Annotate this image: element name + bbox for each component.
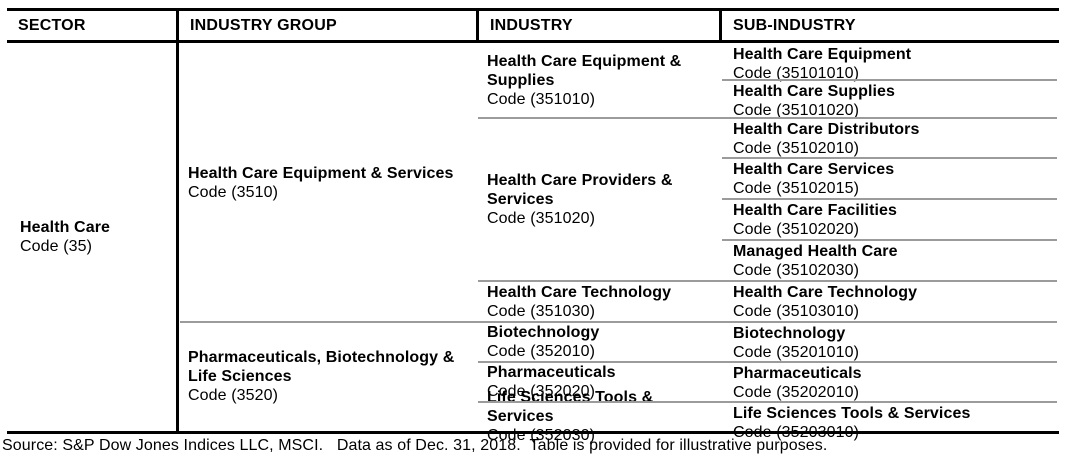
table-top-rule	[7, 8, 1059, 11]
sub-industry-cell-code: Code (35102015)	[733, 180, 860, 197]
sub-industry-cell-code: Code (35101020)	[733, 102, 860, 119]
sub-industry-cell: Health Care Technology Code (35103010)	[720, 281, 1059, 322]
body-divider-sector-group	[176, 43, 179, 431]
sub-industry-cell-code: Code (35102030)	[733, 262, 860, 279]
sub-industry-cell: Pharmaceuticals Code (35202010)	[720, 362, 1059, 402]
industry-cell: Biotechnology Code (352010)	[477, 322, 720, 362]
sub-industry-cell-code: Code (35101010)	[733, 65, 860, 82]
industry-group-cell: Pharmaceuticals, Biotechnology & Life Sc…	[177, 322, 477, 431]
sub-industry-cell-code: Code (35102010)	[733, 140, 860, 157]
sub-industry-separator-rule	[722, 198, 1057, 200]
column-header-industry: INDUSTRY	[490, 16, 573, 34]
sub-industry-cell-name: Biotechnology	[733, 325, 846, 342]
industry-cell-code: Code (351030)	[487, 302, 596, 320]
sub-industry-cell-name: Managed Health Care	[733, 243, 898, 260]
industry-cell-code: Code (352020)	[487, 383, 596, 400]
sub-industry-cell-code: Code (35202010)	[733, 384, 860, 401]
header-bottom-rule	[7, 40, 1059, 43]
sub-industry-cell: Health Care Equipment Code (35101010)	[720, 43, 1059, 82]
industry-cell: Pharmaceuticals Code (352020)	[477, 362, 720, 402]
sub-industry-cell: Managed Health Care Code (35102030)	[720, 240, 1059, 281]
sub-industry-cell-code: Code (35203010)	[733, 424, 860, 441]
sub-industry-cell-code: Code (35102020)	[733, 221, 860, 238]
industry-group-cell-name: Pharmaceuticals, Biotechnology & Life Sc…	[188, 349, 455, 385]
group-separator-rule	[180, 321, 1057, 323]
sub-industry-cell: Health Care Supplies Code (35101020)	[720, 80, 1059, 119]
column-header-sector: SECTOR	[18, 16, 86, 34]
table-bottom-rule	[7, 431, 1059, 434]
industry-cell: Health Care Providers & Services Code (35…	[477, 118, 720, 281]
header-divider-industry-subindustry	[719, 8, 722, 43]
sub-industry-cell-name: Health Care Facilities	[733, 202, 898, 219]
industry-group-cell-code: Code (3510)	[188, 183, 279, 201]
industry-separator-rule	[478, 117, 1057, 119]
industry-cell-name: Health Care Technology	[487, 283, 672, 301]
industry-group-cell-name: Health Care Equipment & Services	[188, 164, 454, 182]
header-divider-sector-group	[176, 8, 179, 43]
sector-name: Health Care	[20, 219, 111, 236]
column-header-industry-group: INDUSTRY GROUP	[190, 16, 337, 34]
sector-code: Code (35)	[20, 238, 93, 255]
industry-cell: Life Sciences Tools & Services Code (3520…	[477, 389, 720, 444]
industry-separator-rule	[478, 401, 1057, 403]
industry-cell-code: Code (351020)	[487, 210, 596, 227]
sub-industry-cell: Health Care Distributors Code (35102010)	[720, 118, 1059, 158]
industry-cell-code: Code (352030)	[487, 427, 596, 444]
sub-industry-cell: Biotechnology Code (35201010)	[720, 322, 1059, 362]
industry-cell-code: Code (352010)	[487, 343, 596, 360]
sub-industry-cell: Health Care Facilities Code (35102020)	[720, 199, 1059, 240]
sub-industry-separator-rule	[722, 239, 1057, 241]
industry-cell-name: Biotechnology	[487, 324, 600, 341]
industry-cell-name: Pharmaceuticals	[487, 364, 616, 381]
source-note: Source: S&P Dow Jones Indices LLC, MSCI.…	[2, 437, 828, 454]
sub-industry-cell-name: Health Care Supplies	[733, 83, 896, 100]
industry-cell-code: Code (351010)	[487, 91, 596, 108]
industry-cell-name: Health Care Providers & Services	[487, 172, 673, 208]
column-header-sub-industry: SUB-INDUSTRY	[733, 16, 856, 34]
sub-industry-cell-name: Pharmaceuticals	[733, 365, 862, 382]
sub-industry-cell-name: Health Care Equipment	[733, 46, 912, 63]
sub-industry-cell-name: Health Care Technology	[733, 284, 918, 301]
sub-industry-cell-name: Life Sciences Tools & Services	[733, 405, 971, 422]
industry-cell: Health Care Technology Code (351030)	[477, 281, 720, 322]
sub-industry-cell-code: Code (35201010)	[733, 344, 860, 361]
industry-separator-rule	[478, 361, 1057, 363]
sub-industry-cell-code: Code (35103010)	[733, 303, 860, 320]
industry-cell: Health Care Equipment & Supplies Code (35…	[477, 43, 720, 118]
sub-industry-cell-name: Health Care Distributors	[733, 121, 920, 138]
sub-industry-separator-rule	[722, 79, 1057, 81]
sub-industry-separator-rule	[722, 157, 1057, 159]
sub-industry-cell-name: Health Care Services	[733, 161, 895, 178]
industry-cell-name: Health Care Equipment & Supplies	[487, 53, 682, 89]
header-divider-group-industry	[476, 8, 479, 43]
industry-cell-name: Life Sciences Tools & Services	[487, 389, 654, 425]
sub-industry-cell: Health Care Services Code (35102015)	[720, 158, 1059, 199]
sector-cell: Health Care Code (35)	[7, 43, 176, 431]
industry-group-cell-code: Code (3520)	[188, 387, 279, 404]
industry-group-cell: Health Care Equipment & Services Code (35…	[177, 43, 477, 322]
industry-separator-rule	[478, 280, 1057, 282]
sub-industry-cell: Life Sciences Tools & Services Code (3520…	[720, 402, 1059, 441]
